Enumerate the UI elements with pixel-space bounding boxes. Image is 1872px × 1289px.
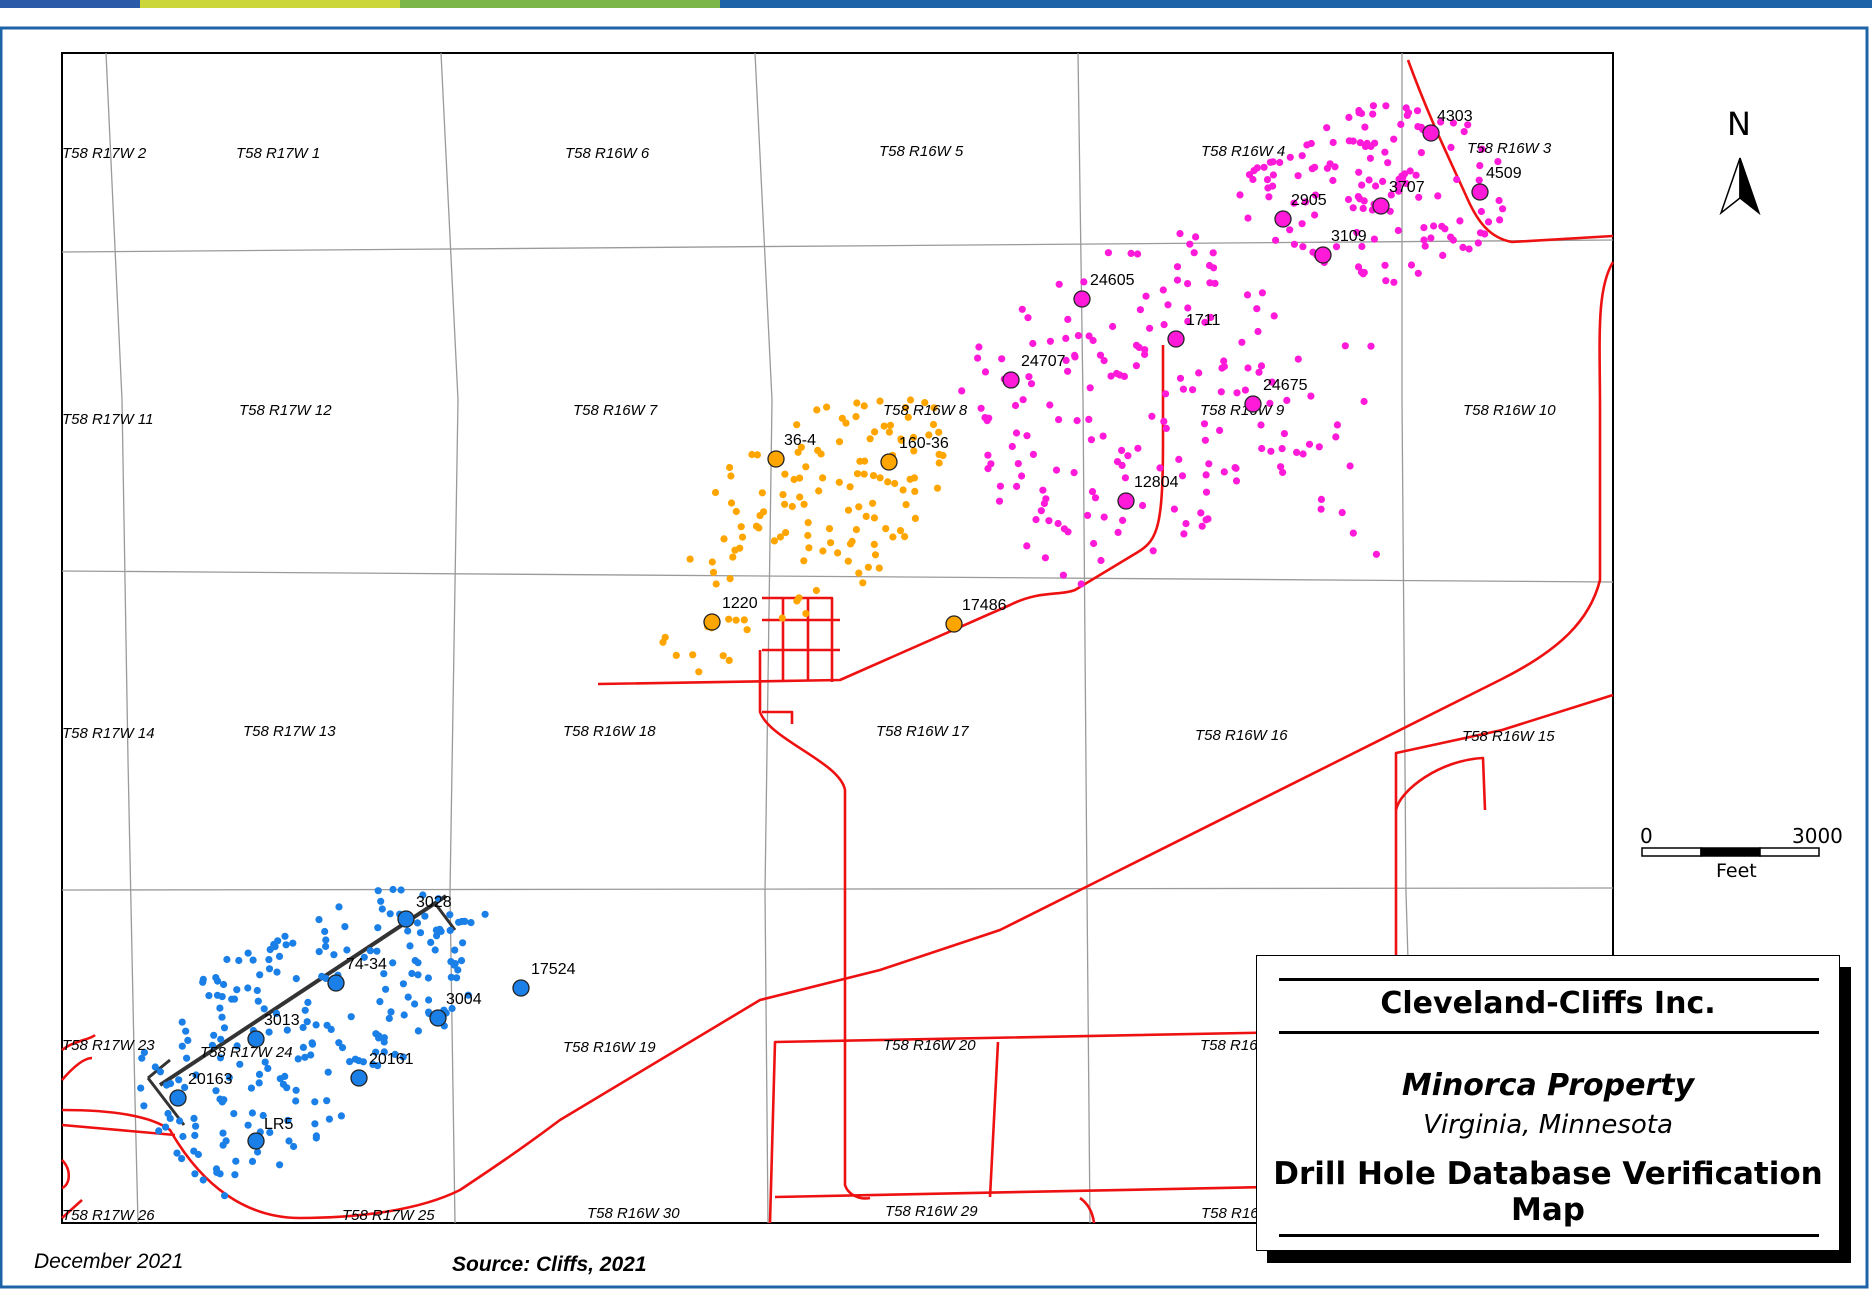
property-location: Virginia, Minnesota xyxy=(1423,1110,1673,1140)
drill-hole-marker: 3028 xyxy=(397,894,452,928)
section-label: T58 R16W 6 xyxy=(565,145,650,162)
title-rule xyxy=(1279,1234,1819,1237)
drill-hole-label: 17524 xyxy=(531,961,576,978)
title-block: Cleveland-Cliffs Inc. Minorca Property V… xyxy=(1256,955,1840,1251)
drill-hole-marker: 74-34 xyxy=(327,956,387,992)
section-label: T58 R17W 11 xyxy=(62,411,153,428)
company-name: Cleveland-Cliffs Inc. xyxy=(1380,986,1716,1021)
drill-hole-label: 24707 xyxy=(1021,353,1066,370)
scale-bar: 0 3000 Feet xyxy=(1640,820,1843,882)
property-name: Minorca Property xyxy=(1401,1068,1695,1103)
drill-hole-label: 12804 xyxy=(1134,474,1179,491)
drill-hole-label: 3707 xyxy=(1389,179,1425,196)
drill-hole-label: 160-36 xyxy=(899,435,949,452)
drill-hole-marker: 3004 xyxy=(429,991,482,1027)
section-labels: T58 R17W 2 T58 R17W 1 T58 R16W 6 T58 R16W 5… xyxy=(62,140,1556,1224)
drill-hole-marker: 12804 xyxy=(1117,474,1179,510)
drill-hole-marker: 4509 xyxy=(1471,165,1522,201)
section-label: T58 R16W 10 xyxy=(1463,402,1556,419)
drill-hole-marker: 17524 xyxy=(512,961,576,997)
drill-hole-label: 3028 xyxy=(416,894,452,911)
section-label: T58 R16W 9 xyxy=(1200,402,1285,419)
drill-hole-marker: 24675 xyxy=(1244,377,1308,413)
drill-hole-label: 24675 xyxy=(1263,377,1308,394)
drill-hole-marker: 3707 xyxy=(1372,179,1425,215)
drill-hole-marker: 24605 xyxy=(1073,272,1135,308)
section-label: T58 R16W 5 xyxy=(879,143,964,160)
map-title: Drill Hole Database Verification Map xyxy=(1273,1156,1823,1228)
drill-hole-label: 17486 xyxy=(962,597,1007,614)
section-label: T58 R17W 24 xyxy=(200,1044,293,1061)
map-source: Source: Cliffs, 2021 xyxy=(452,1253,647,1276)
drill-hole-label: LR5 xyxy=(264,1116,293,1133)
section-label: T58 R16W 7 xyxy=(573,402,658,419)
section-label: T58 R17W 12 xyxy=(239,402,332,419)
drill-hole-label: 3109 xyxy=(1331,228,1367,245)
section-label: T58 R17W 13 xyxy=(243,723,336,740)
scale-unit: Feet xyxy=(1716,860,1757,882)
drill-hole-label: 1220 xyxy=(722,595,758,612)
drill-hole-marker: 1711 xyxy=(1167,312,1221,348)
drill-hole-label: 1711 xyxy=(1186,312,1221,329)
section-label: T58 R16W 16 xyxy=(1195,727,1288,744)
drill-hole-marker: 24707 xyxy=(1002,353,1066,389)
section-label: T58 R16W 8 xyxy=(883,402,968,419)
section-label: T58 R16W 29 xyxy=(885,1203,978,1220)
drill-hole-label: 24605 xyxy=(1090,272,1135,289)
drill-hole-label: 36-4 xyxy=(784,432,816,449)
drill-hole-marker: 4303 xyxy=(1422,108,1473,142)
drill-hole-label: 74-34 xyxy=(346,956,387,973)
section-label: T58 R17W 25 xyxy=(342,1207,435,1224)
drill-hole-marker: 20163 xyxy=(169,1071,233,1107)
drill-hole-marker: 3109 xyxy=(1314,228,1367,264)
drill-hole-marker: 1220 xyxy=(703,595,758,631)
section-label: T58 R17W 26 xyxy=(62,1207,155,1224)
drill-hole-label: 4303 xyxy=(1437,108,1473,125)
section-label: T58 R16W 18 xyxy=(563,723,656,740)
drill-hole-label: 3004 xyxy=(446,991,482,1008)
drill-hole-label: 2905 xyxy=(1291,192,1327,209)
drill-hole-cloud xyxy=(137,102,1507,1200)
section-label: T58 R16W 17 xyxy=(876,723,969,740)
verified-holes: 4303 4509 3707 2905 3109 24605 1711 24707 24675 1… xyxy=(169,108,1522,1150)
title-rule xyxy=(1279,978,1819,981)
section-label: T58 R17W 2 xyxy=(62,145,147,162)
section-label: T58 R17W 14 xyxy=(62,725,155,742)
section-label: T58 R16W 20 xyxy=(883,1037,976,1054)
drill-hole-marker: 3013 xyxy=(247,1012,300,1048)
north-arrow-icon xyxy=(1719,157,1761,216)
drill-hole-label: 20161 xyxy=(369,1051,414,1068)
section-label: T58 R17W 1 xyxy=(236,145,320,162)
section-label: T58 R16 xyxy=(1201,1205,1259,1222)
drill-hole-marker: LR5 xyxy=(247,1116,293,1150)
scale-max: 3000 xyxy=(1792,824,1843,848)
section-label: T58 R16W 30 xyxy=(587,1205,680,1222)
drill-hole-label: 4509 xyxy=(1486,165,1522,182)
section-grid xyxy=(61,52,1614,1224)
section-label: T58 R16W 19 xyxy=(563,1039,656,1056)
drill-hole-label: 3013 xyxy=(264,1012,300,1029)
section-label: T58 R16 xyxy=(1200,1037,1258,1054)
drill-hole-marker: 17486 xyxy=(945,597,1007,633)
drill-hole-marker: 20161 xyxy=(350,1051,414,1087)
section-label: T58 R16W 4 xyxy=(1201,143,1285,160)
section-label: T58 R16W 15 xyxy=(1462,728,1555,745)
north-letter: N xyxy=(1727,105,1751,143)
drill-hole-marker: 2905 xyxy=(1274,192,1327,228)
drill-hole-marker: 36-4 xyxy=(767,432,816,468)
title-rule xyxy=(1279,1031,1819,1034)
drill-hole-label: 20163 xyxy=(188,1071,233,1088)
scale-min: 0 xyxy=(1640,824,1653,848)
map-date: December 2021 xyxy=(34,1250,184,1273)
top-accent-bar xyxy=(0,0,1872,8)
drill-hole-marker: 160-36 xyxy=(880,435,949,471)
section-label: T58 R17W 23 xyxy=(62,1037,155,1054)
section-label: T58 R16W 3 xyxy=(1467,140,1552,157)
